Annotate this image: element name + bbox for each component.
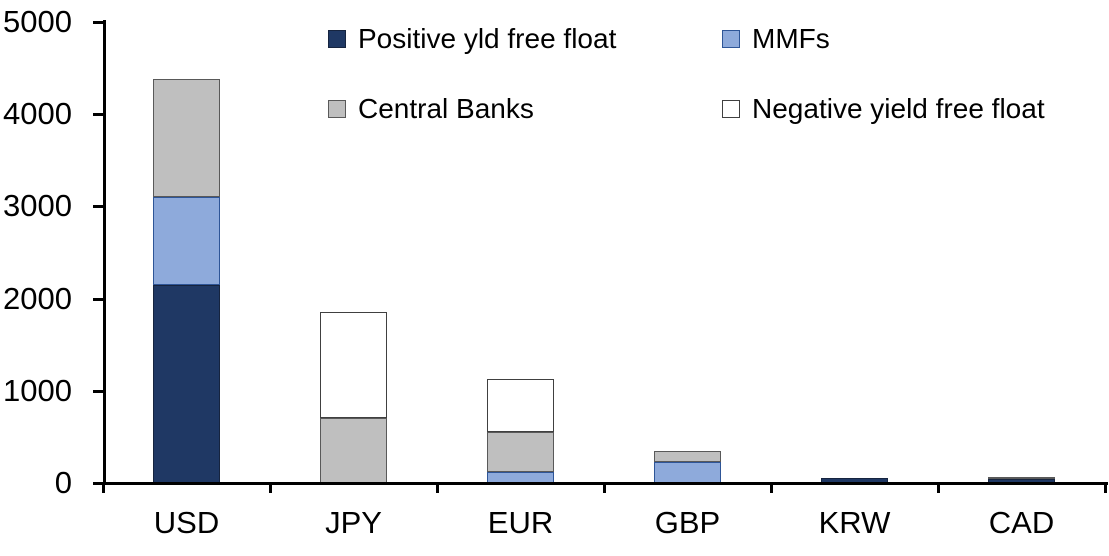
y-axis-line bbox=[103, 20, 106, 483]
bar-segment-gbp bbox=[654, 451, 721, 462]
x-axis-label-jpy: JPY bbox=[325, 505, 382, 540]
x-axis-tick bbox=[770, 483, 773, 493]
legend-swatch-positive-yld-free-float bbox=[328, 30, 346, 48]
x-axis-tick bbox=[102, 483, 105, 493]
x-axis-tick bbox=[603, 483, 606, 493]
legend-swatch-negative-yield-free-float bbox=[722, 100, 740, 118]
bar-segment-jpy bbox=[320, 417, 387, 483]
x-axis-label-krw: KRW bbox=[818, 505, 891, 540]
y-axis-tick bbox=[93, 113, 104, 117]
x-axis-tick bbox=[1104, 483, 1107, 493]
bar-segment-eur bbox=[487, 432, 554, 472]
bar-segment-gbp bbox=[654, 461, 721, 483]
bar-segment-jpy bbox=[320, 311, 387, 418]
x-axis-label-usd: USD bbox=[153, 505, 220, 540]
bar-segment-usd bbox=[153, 79, 220, 198]
legend-item-negative-yield-free-float: Negative yield free float bbox=[722, 92, 1045, 126]
y-axis-tick bbox=[93, 21, 104, 24]
y-axis-tick-label: 3000 bbox=[3, 188, 72, 224]
legend-item-central-banks: Central Banks bbox=[328, 92, 534, 126]
legend-item-mmfs: MMFs bbox=[722, 22, 830, 56]
y-axis-tick-label: 5000 bbox=[3, 4, 72, 39]
bar-segment-usd bbox=[153, 197, 220, 285]
x-axis-tick bbox=[436, 483, 439, 493]
x-axis-label-eur: EUR bbox=[487, 505, 554, 540]
y-axis-tick-label: 1000 bbox=[3, 372, 72, 408]
y-axis-tick bbox=[93, 205, 104, 209]
y-axis-tick bbox=[93, 297, 104, 301]
y-axis-tick-label: 4000 bbox=[3, 96, 72, 132]
legend-label: MMFs bbox=[752, 23, 830, 54]
legend-label: Negative yield free float bbox=[752, 93, 1045, 124]
x-axis-label-gbp: GBP bbox=[654, 505, 721, 540]
x-axis-tick bbox=[937, 483, 940, 493]
y-axis-tick-label: 2000 bbox=[3, 280, 72, 316]
legend-swatch-mmfs bbox=[722, 30, 740, 48]
legend-item-positive-yld-free-float: Positive yld free float bbox=[328, 22, 616, 56]
y-axis-tick bbox=[93, 482, 104, 485]
x-axis-tick bbox=[269, 483, 272, 493]
bar-segment-cad bbox=[988, 477, 1055, 480]
legend-label: Positive yld free float bbox=[358, 23, 617, 54]
legend-swatch-central-banks bbox=[328, 100, 346, 118]
bar-segment-eur bbox=[487, 379, 554, 433]
legend-label: Central Banks bbox=[358, 93, 534, 124]
y-axis-tick-label: 0 bbox=[54, 465, 72, 500]
bar-segment-usd bbox=[153, 284, 220, 483]
x-axis-label-cad: CAD bbox=[988, 505, 1055, 540]
y-axis-tick bbox=[93, 389, 104, 393]
